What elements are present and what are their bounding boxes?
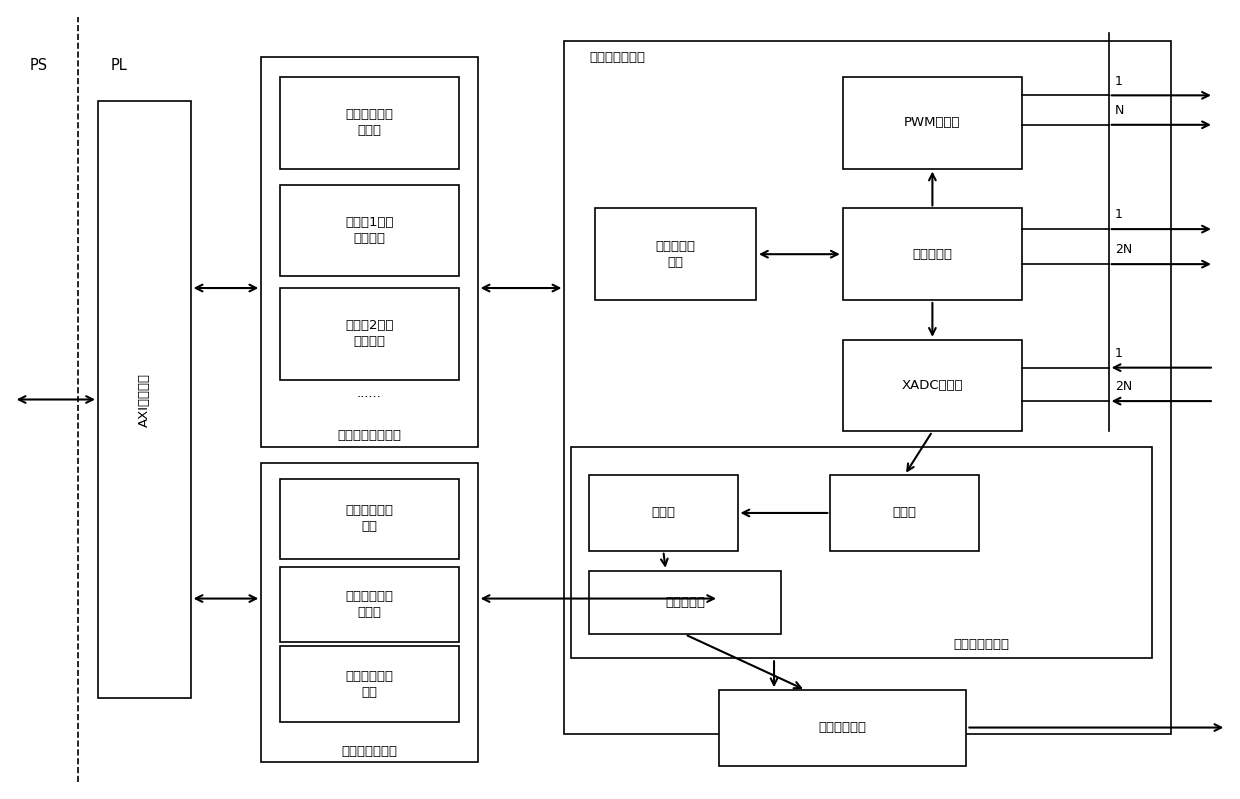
Text: XADC控制器: XADC控制器: [901, 379, 963, 392]
Bar: [595, 209, 756, 300]
Text: 传感器2独立
寄存器组: 传感器2独立 寄存器组: [345, 320, 394, 348]
Text: 传感器控制单元: 传感器控制单元: [589, 50, 645, 64]
Text: 1: 1: [1115, 209, 1122, 221]
Text: PWM发生器: PWM发生器: [904, 117, 961, 129]
Text: 传感器1独立
寄存器组: 传感器1独立 寄存器组: [345, 216, 394, 244]
Bar: [280, 288, 459, 380]
Text: PL: PL: [110, 58, 128, 73]
Bar: [98, 101, 191, 698]
Text: 2N: 2N: [1115, 244, 1132, 256]
Text: 选通控制器: 选通控制器: [913, 248, 952, 260]
Bar: [843, 77, 1022, 169]
Text: 传感器公用寄
存器组: 传感器公用寄 存器组: [346, 109, 393, 137]
Bar: [589, 475, 738, 551]
Text: 中断状态寄存
器组: 中断状态寄存 器组: [346, 670, 393, 698]
Text: 中断寄存器单元: 中断寄存器单元: [341, 745, 398, 758]
Bar: [843, 209, 1022, 300]
Text: AXI总线接口: AXI总线接口: [138, 372, 151, 427]
Text: 比较器: 比较器: [893, 507, 916, 519]
Bar: [262, 463, 477, 761]
Text: 传感器寄存器单元: 传感器寄存器单元: [337, 429, 402, 442]
Text: 2N: 2N: [1115, 380, 1132, 393]
Text: 中断控制寄存
器组: 中断控制寄存 器组: [346, 504, 393, 534]
Bar: [280, 77, 459, 169]
Text: 中断控制索引
寄存器: 中断控制索引 寄存器: [346, 590, 393, 619]
Text: ......: ......: [357, 388, 382, 400]
Bar: [719, 690, 966, 765]
Text: 中断控制单元: 中断控制单元: [818, 721, 867, 734]
Text: 传感器校准
模块: 传感器校准 模块: [656, 240, 696, 268]
Bar: [831, 475, 978, 551]
Bar: [843, 340, 1022, 431]
Bar: [280, 566, 459, 642]
Text: 沿检测电路: 沿检测电路: [665, 596, 706, 609]
Text: 1: 1: [1115, 347, 1122, 360]
Text: 滤波器: 滤波器: [651, 507, 676, 519]
Bar: [564, 42, 1171, 734]
Bar: [262, 57, 477, 447]
Text: 传感器检测模块: 传感器检测模块: [954, 638, 1009, 651]
Bar: [280, 646, 459, 722]
Bar: [280, 185, 459, 276]
Bar: [280, 479, 459, 559]
Bar: [589, 570, 781, 634]
Text: 1: 1: [1115, 74, 1122, 88]
Bar: [570, 447, 1152, 658]
Text: PS: PS: [30, 58, 47, 73]
Text: N: N: [1115, 104, 1125, 117]
